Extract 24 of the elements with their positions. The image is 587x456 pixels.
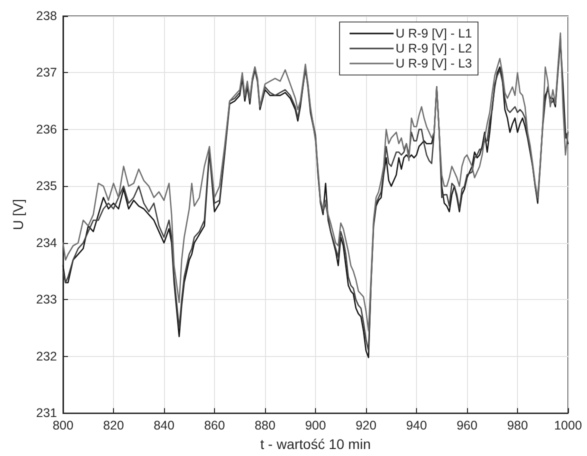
x-tick-label: 900 [305, 418, 326, 433]
y-tick-label: 234 [36, 236, 58, 250]
y-tick-label: 236 [36, 122, 58, 136]
x-tick-label: 980 [507, 418, 528, 433]
y-tick-label: 237 [36, 66, 58, 80]
y-tick-label: 235 [36, 179, 58, 194]
x-axis-title: t - wartość 10 min [260, 436, 371, 452]
x-tick-label: 940 [406, 418, 427, 433]
legend-label: U R-9 [V] - L2 [396, 42, 472, 56]
x-tick-label: 840 [154, 418, 174, 433]
y-tick-label: 231 [36, 406, 58, 420]
x-tick-label: 920 [356, 418, 376, 433]
y-tick-label: 233 [36, 292, 58, 307]
x-tick-label: 880 [254, 418, 276, 433]
x-tick-label: 860 [204, 418, 225, 433]
x-tick-label: 820 [103, 418, 124, 433]
legend-label: U R-9 [V] - L1 [396, 26, 472, 40]
x-tick-label: 1000 [554, 418, 582, 433]
x-tick-label: 960 [456, 418, 478, 433]
y-tick-label: 232 [36, 349, 58, 364]
x-tick-label: 800 [52, 418, 74, 433]
legend-label: U R-9 [V] - L3 [396, 56, 472, 70]
y-axis-title: U [V] [10, 198, 26, 230]
y-tick-label: 238 [36, 9, 58, 23]
